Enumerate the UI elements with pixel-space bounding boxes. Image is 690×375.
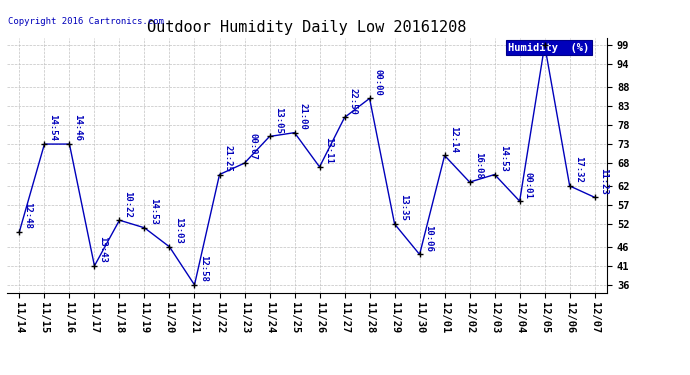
Text: 00:01: 00:01 <box>524 171 533 198</box>
Text: 14:54: 14:54 <box>48 114 57 141</box>
Text: 12:58: 12:58 <box>199 255 208 282</box>
Text: 21:25: 21:25 <box>224 145 233 172</box>
Text: Humidity  (%): Humidity (%) <box>508 43 589 52</box>
Text: 00:00: 00:00 <box>374 69 383 96</box>
Text: 10:22: 10:22 <box>124 190 132 217</box>
Text: 13:03: 13:03 <box>174 217 183 244</box>
Text: 13:11: 13:11 <box>324 137 333 164</box>
Text: Copyright 2016 Cartronics.com: Copyright 2016 Cartronics.com <box>8 17 164 26</box>
Text: 12:48: 12:48 <box>23 202 32 229</box>
Text: 14:46: 14:46 <box>74 114 83 141</box>
Text: 10:06: 10:06 <box>424 225 433 252</box>
Text: 11:23: 11:23 <box>599 168 608 195</box>
Text: 14:53: 14:53 <box>148 198 157 225</box>
Text: 17:32: 17:32 <box>574 156 583 183</box>
Text: 22:50: 22:50 <box>348 88 357 115</box>
Text: 21:00: 21:00 <box>299 103 308 130</box>
Text: 00:07: 00:07 <box>248 134 257 160</box>
Text: 13:05: 13:05 <box>274 107 283 134</box>
Text: 13:35: 13:35 <box>399 194 408 221</box>
Text: 14:53: 14:53 <box>499 145 508 172</box>
Text: 12:14: 12:14 <box>448 126 457 153</box>
Text: 13:43: 13:43 <box>99 236 108 263</box>
Title: Outdoor Humidity Daily Low 20161208: Outdoor Humidity Daily Low 20161208 <box>148 20 466 35</box>
Text: 16:08: 16:08 <box>474 153 483 179</box>
